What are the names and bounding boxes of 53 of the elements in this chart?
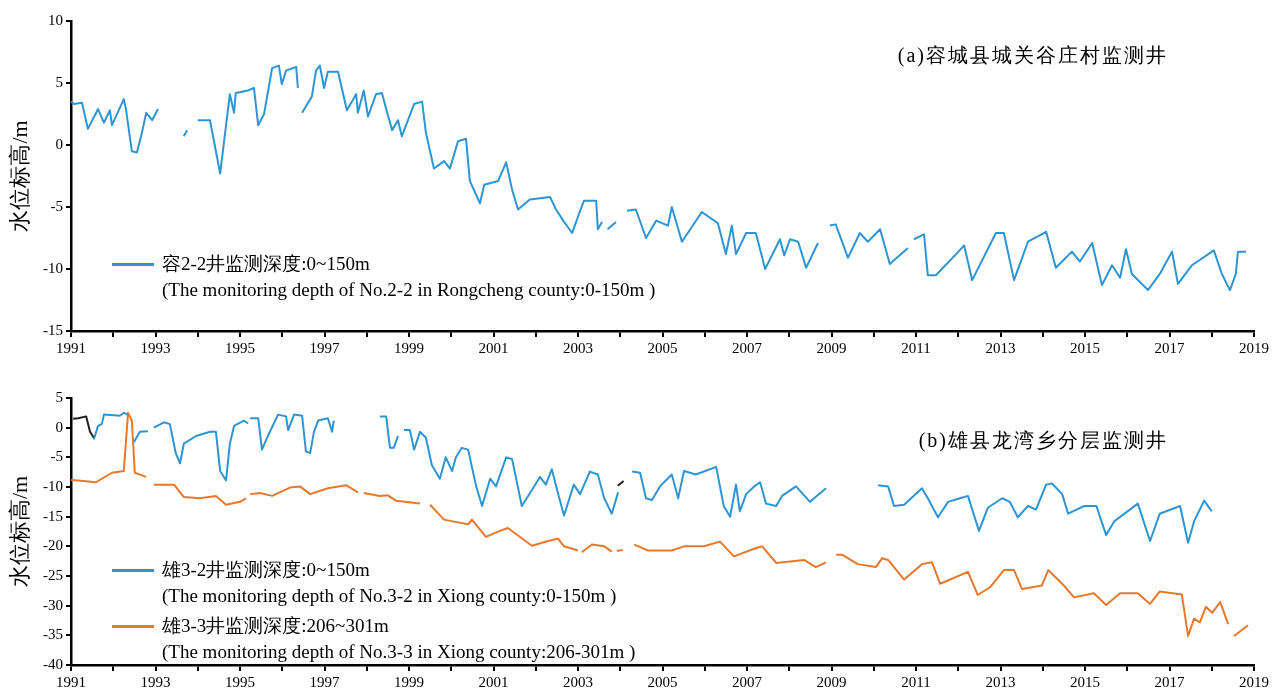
y-tick-label: -20 [43, 537, 63, 554]
x-tick-label: 2015 [1070, 673, 1100, 690]
x-tick-label: 2003 [563, 673, 593, 690]
x-tick-label: 2005 [647, 673, 678, 690]
x-tick-label: 2013 [985, 673, 1016, 690]
x-tick-label: 2017 [1154, 673, 1185, 690]
x-tick-label: 2019 [1239, 673, 1269, 690]
x-tick-label: 2001 [478, 673, 509, 690]
x-tick-label: 2005 [647, 339, 678, 356]
x-tick-label: 1993 [140, 339, 171, 356]
y-tick-label: 10 [48, 11, 63, 28]
y-axis-title: 水位标高/m [6, 120, 32, 232]
x-tick-label: 1995 [225, 673, 255, 690]
x-tick-label: 2011 [901, 673, 931, 690]
x-tick-label: 2013 [985, 339, 1016, 356]
legend-label: 容2-2井监测深度:0~150m (The monitoring depth of No.2-2 in Rongcheng county:0-150m ) [162, 252, 656, 302]
x-tick-label: 1993 [140, 673, 171, 690]
x-tick-label: 2011 [901, 339, 931, 356]
legend-label: 雄3-3井监测深度:206~301m (The monitoring depth of No.3-3 in Xiong county:206-301m ) [162, 614, 636, 664]
x-tick-label: 2015 [1070, 339, 1100, 356]
x-tick-label: 2009 [816, 673, 847, 690]
x-tick-label: 2009 [816, 339, 847, 356]
x-tick-label: 1999 [394, 339, 424, 356]
y-tick-label: 5 [55, 388, 63, 405]
x-tick-label: 2007 [732, 339, 763, 356]
y-tick-label: 5 [55, 73, 63, 90]
x-tick-label: 2017 [1154, 339, 1185, 356]
y-tick-label: -10 [43, 259, 63, 276]
x-tick-label: 1991 [56, 339, 86, 356]
legend-label: 雄3-2井监测深度:0~150m (The monitoring depth of No.3-2 in Xiong county:0-150m ) [162, 558, 617, 608]
y-tick-label: -15 [43, 507, 63, 524]
y-tick-label: -30 [43, 596, 63, 613]
y-axis-title: 水位标高/m [6, 475, 32, 588]
y-tick-label: -5 [50, 197, 63, 214]
x-tick-label: 1997 [309, 673, 340, 690]
y-tick-label: -10 [43, 477, 63, 494]
y-tick-label: -25 [43, 566, 63, 583]
x-tick-label: 2007 [732, 673, 763, 690]
y-tick-label: 0 [55, 418, 63, 435]
y-tick-label: -35 [43, 626, 63, 643]
y-tick-label: -5 [50, 448, 63, 465]
text: (b)雄县龙湾乡分层监测井 [918, 428, 1168, 454]
y-tick-label: -40 [43, 655, 63, 672]
y-tick-label: -15 [43, 321, 63, 338]
text: (a)容城县城关谷庄村监测井 [897, 43, 1168, 69]
x-tick-label: 1997 [309, 339, 340, 356]
x-tick-label: 1999 [394, 673, 424, 690]
x-tick-label: 2019 [1239, 339, 1269, 356]
x-tick-label: 2001 [478, 339, 509, 356]
x-tick-label: 1995 [225, 339, 255, 356]
x-tick-label: 1991 [56, 673, 86, 690]
y-tick-label: 0 [55, 135, 63, 152]
x-tick-label: 2003 [563, 339, 593, 356]
